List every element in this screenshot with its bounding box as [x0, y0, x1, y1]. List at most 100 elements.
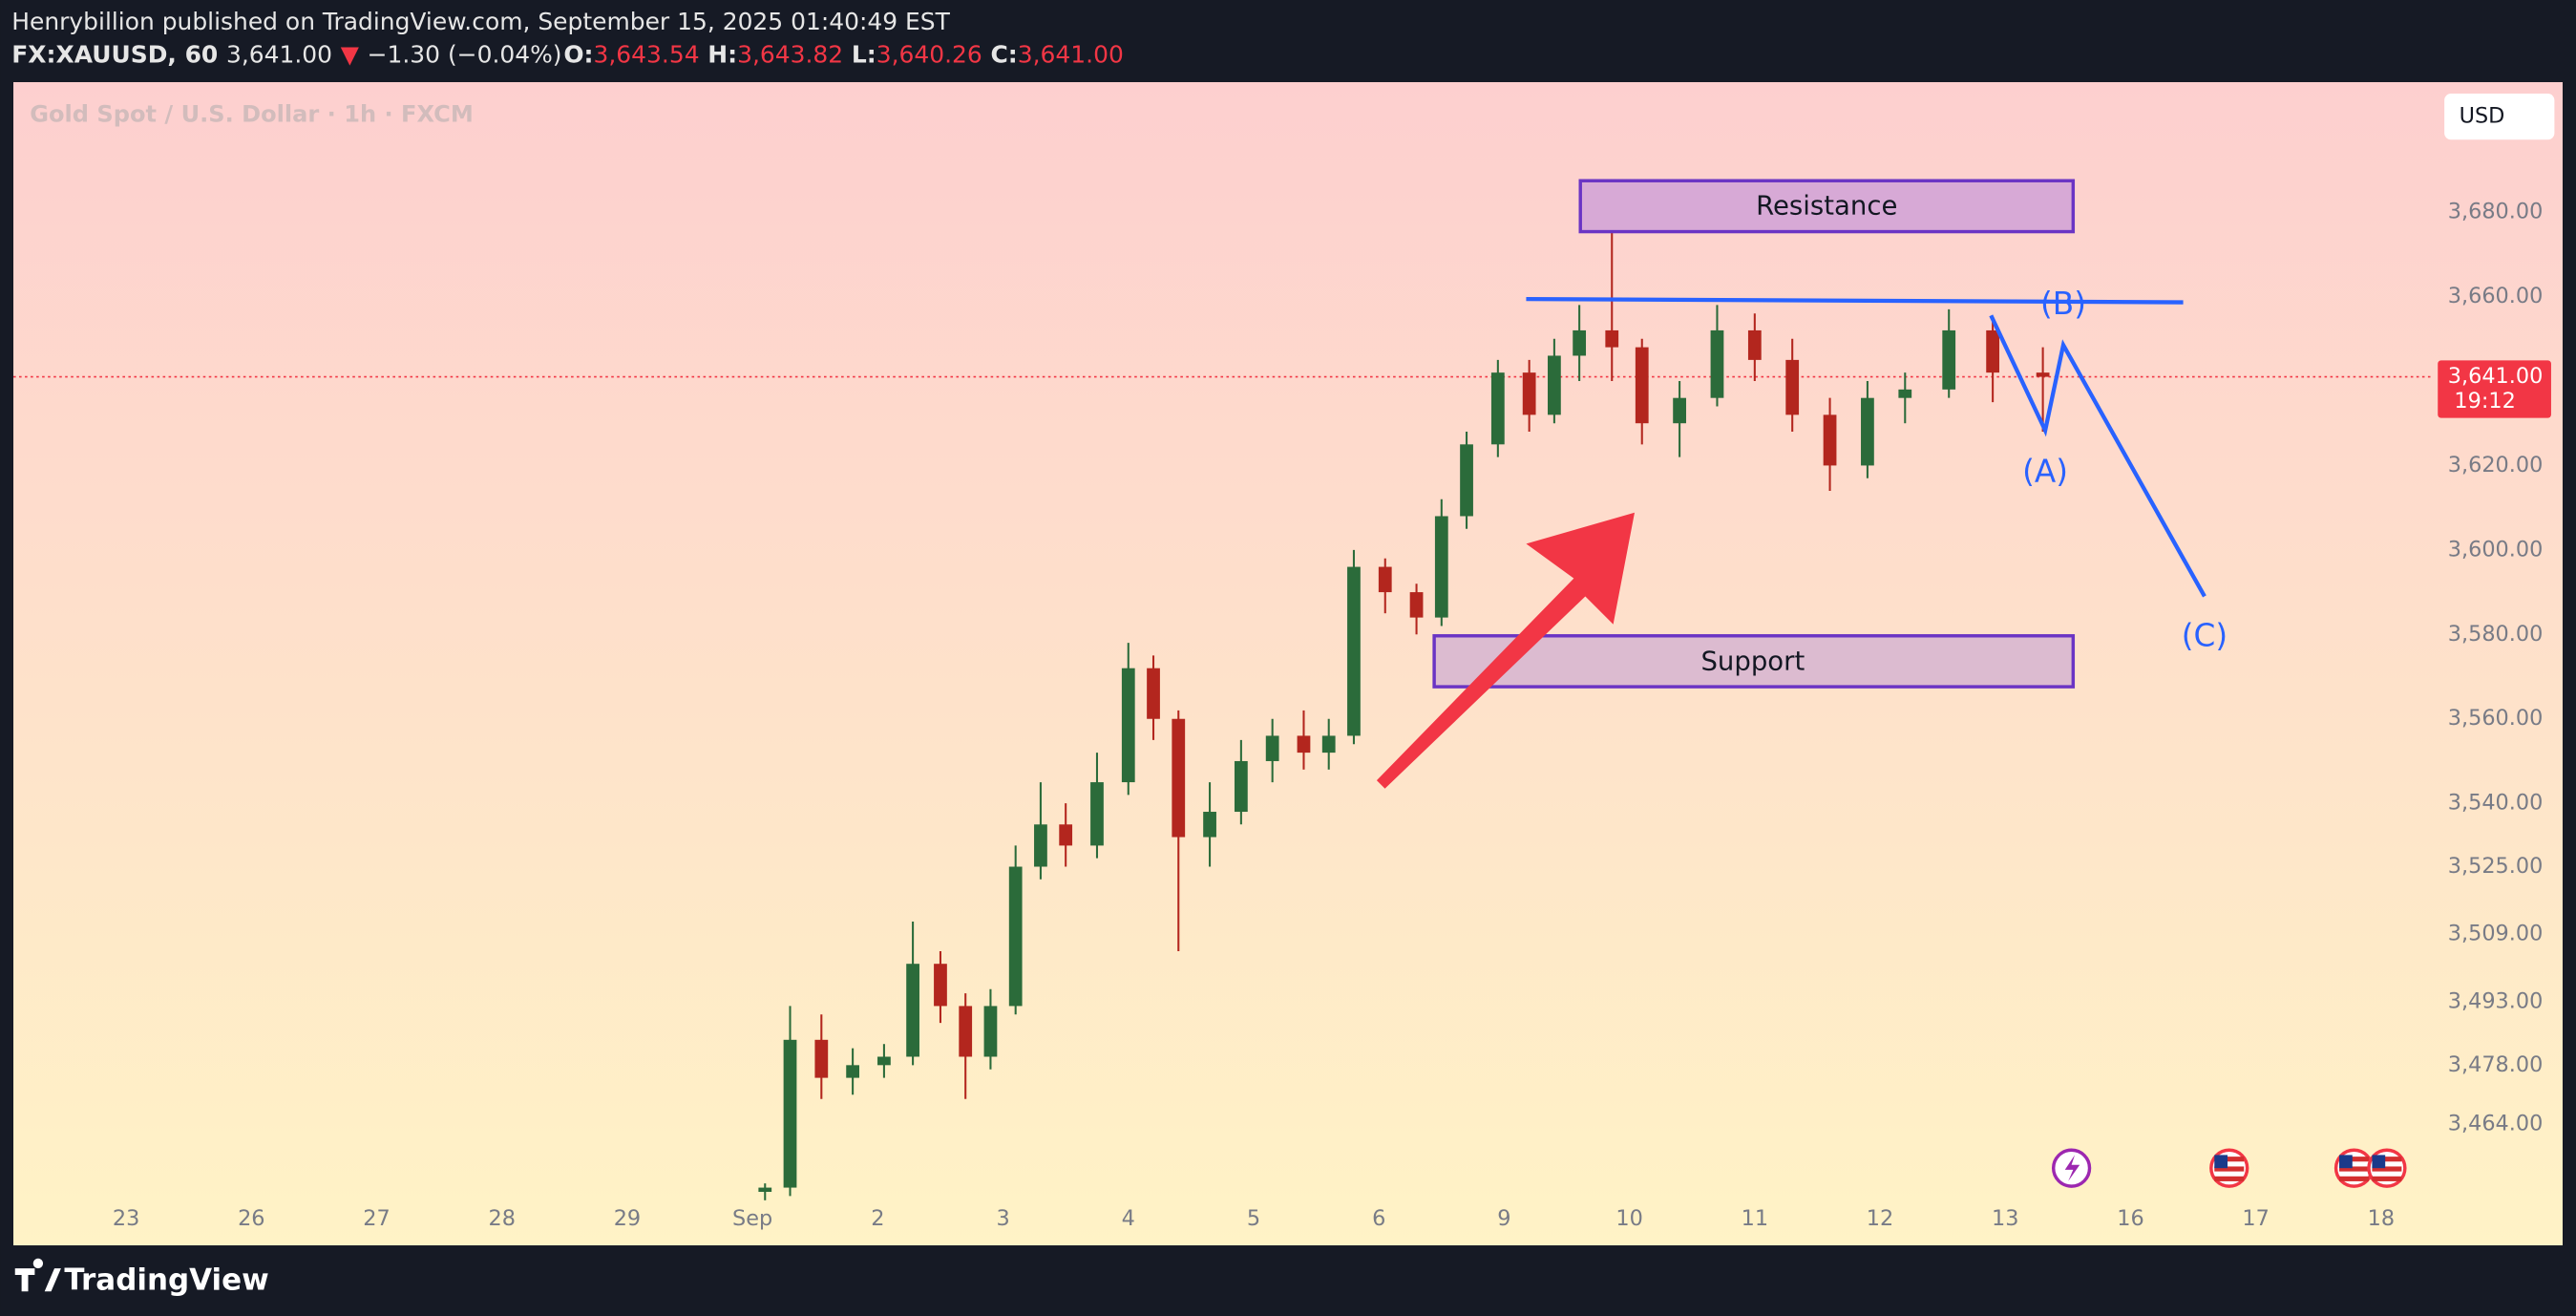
resistance-line — [1526, 296, 2184, 305]
y-tick-label: 3,620.00 — [2448, 453, 2544, 478]
x-tick-label: 17 — [2242, 1206, 2269, 1231]
watermark: Gold Spot / U.S. Dollar · 1h · FXCM — [30, 100, 474, 127]
candle-body — [877, 1056, 891, 1066]
candle-body — [758, 1187, 772, 1192]
plot: 3,680.00 3,660.00 3,620.00 3,600.00 3,580.00… — [13, 200, 2551, 1231]
candle-body — [1942, 329, 1956, 390]
x-tick-label: 2 — [871, 1206, 884, 1231]
candle-body — [783, 1039, 797, 1188]
x-tick-label: 3 — [996, 1206, 1009, 1231]
y-tick-label: 3,464.00 — [2448, 1112, 2544, 1136]
candle-body — [1434, 516, 1448, 618]
up-arrow — [1376, 512, 1635, 789]
candle-body — [1522, 372, 1536, 415]
flag-icons[interactable] — [2209, 1148, 2407, 1188]
x-tick-label: 28 — [489, 1206, 516, 1231]
candle-body — [1034, 824, 1047, 867]
candle-body — [1090, 782, 1104, 846]
low-label: L: — [852, 40, 876, 68]
symbol: FX:XAUUSD, 60 — [11, 40, 218, 68]
x-tick-label: 16 — [2117, 1206, 2143, 1231]
candle-body — [1861, 397, 1874, 466]
high-value: 3,643.82 — [737, 40, 843, 68]
candle-body — [1710, 329, 1724, 398]
x-tick-label: Sep — [732, 1206, 772, 1231]
candle-body — [846, 1065, 859, 1078]
candle-body — [1172, 718, 1186, 838]
high-label: H: — [707, 40, 737, 68]
x-tick-label: 18 — [2368, 1206, 2395, 1231]
quote-line: FX:XAUUSD, 60 3,641.00 ▼ −1.30 (−0.04%) … — [11, 40, 1124, 68]
y-tick-label: 3,600.00 — [2448, 537, 2544, 562]
candle-body — [1605, 329, 1619, 348]
x-tick-label: 27 — [363, 1206, 390, 1231]
x-tick-label: 12 — [1867, 1206, 1893, 1231]
candle-body — [1347, 566, 1361, 736]
chart-background — [13, 82, 2563, 1246]
candle-body — [1548, 355, 1561, 415]
candle-body — [1265, 735, 1279, 761]
y-tick-label: 3,493.00 — [2448, 989, 2544, 1014]
candle-body — [1203, 812, 1216, 838]
last-price: 3,641.00 — [226, 40, 332, 68]
candle-body — [2036, 372, 2050, 377]
y-tick-label: 3,525.00 — [2448, 854, 2544, 879]
resistance-box — [1578, 179, 2076, 234]
wave-a-label: (A) — [2022, 453, 2068, 489]
wave-path — [1989, 314, 2206, 598]
y-tick-label: 3,660.00 — [2448, 284, 2544, 308]
x-tick-label: 4 — [1122, 1206, 1135, 1231]
logo-mark — [14, 1258, 61, 1292]
x-tick-label: 6 — [1372, 1206, 1385, 1231]
wave-b-label: (B) — [2040, 286, 2086, 322]
candle-body — [1460, 444, 1473, 517]
logo-text: TradingView — [64, 1263, 268, 1297]
y-tick-label: 3,580.00 — [2448, 622, 2544, 647]
close-value: 3,641.00 — [1018, 40, 1124, 68]
resistance-label: Resistance — [1756, 191, 1897, 222]
candle-body — [1573, 329, 1587, 356]
candle-body — [1409, 592, 1424, 618]
wave-c-label: (C) — [2182, 617, 2228, 653]
y-tick-label: 3,509.00 — [2448, 922, 2544, 946]
currency-button[interactable] — [2444, 94, 2555, 140]
x-tick-label: 29 — [614, 1206, 641, 1231]
candle-body — [1673, 397, 1686, 424]
x-tick-label: 5 — [1247, 1206, 1260, 1231]
candle-body — [1785, 359, 1800, 415]
candle-body — [1635, 347, 1649, 424]
x-tick-label: 26 — [238, 1206, 264, 1231]
candle-body — [1297, 735, 1311, 754]
event-bolt — [2064, 1155, 2080, 1181]
open-value: 3,643.54 — [594, 40, 700, 68]
candle-body — [1898, 389, 1912, 398]
candle-body — [934, 964, 947, 1007]
countdown: 19:12 — [2454, 389, 2515, 414]
close-label: C: — [990, 40, 1017, 68]
candle-body — [814, 1039, 829, 1078]
x-tick-label: 10 — [1615, 1206, 1642, 1231]
x-tick-label: 11 — [1742, 1206, 1768, 1231]
y-tick-label: 3,540.00 — [2448, 791, 2544, 816]
candle-body — [1121, 668, 1135, 783]
y-tick-label: 3,680.00 — [2448, 200, 2544, 224]
candle-body — [1059, 824, 1073, 846]
candle-body — [1321, 735, 1336, 754]
currency-label[interactable]: USD — [2460, 104, 2505, 129]
candle-body — [1147, 668, 1160, 719]
open-label: O: — [563, 40, 593, 68]
x-tick-label: 23 — [113, 1206, 139, 1231]
support-label: Support — [1700, 646, 1805, 676]
change-arrow: ▼ — [341, 40, 360, 68]
candle-body — [1986, 329, 2000, 373]
candle-body — [906, 964, 919, 1057]
change: −1.30 (−0.04%) — [368, 40, 562, 68]
current-price-label: 3,641.00 — [2448, 364, 2544, 389]
x-tick-label: 13 — [1992, 1206, 2018, 1231]
y-tick-label: 3,560.00 — [2448, 706, 2544, 731]
y-tick-label: 3,478.00 — [2448, 1052, 2544, 1077]
candle-body — [1378, 566, 1392, 593]
candle-body — [959, 1006, 973, 1057]
